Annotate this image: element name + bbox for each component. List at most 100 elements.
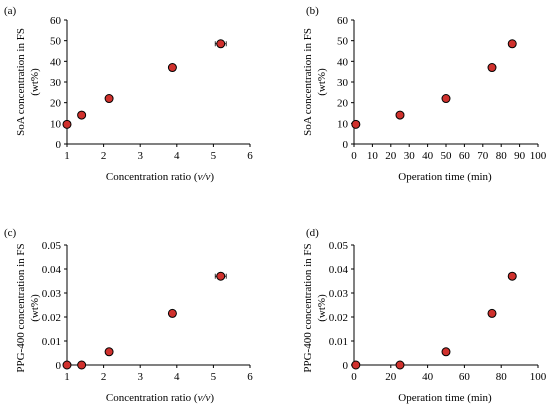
data-series xyxy=(351,39,517,129)
x-axis-label: Operation time (min) xyxy=(398,171,492,183)
y-tick-label: 0.04 xyxy=(42,264,62,276)
y-tick-label: 0.03 xyxy=(329,288,349,300)
axes: 0 10 20 30 40 50 60 70 80 90 100 0 10 20 30 40 50 60 xyxy=(337,15,547,162)
y-tick-label: 0.05 xyxy=(42,240,62,252)
y-axis-label: PPG-400 concentration in FS xyxy=(15,243,27,372)
x-tick-label: 3 xyxy=(137,150,143,162)
data-point xyxy=(216,271,226,281)
x-axis-label-close: ) xyxy=(210,392,214,404)
x-axis-label-text: Operation time (min) xyxy=(398,392,492,404)
y-tick-label: 0.02 xyxy=(42,312,61,324)
x-axis-label-text: Concentration ratio ( xyxy=(106,392,198,404)
y-tick-label: 30 xyxy=(50,77,62,89)
data-point xyxy=(77,360,87,370)
y-tick-label: 0.04 xyxy=(329,264,349,276)
data-point xyxy=(167,308,177,318)
y-tick-label: 20 xyxy=(50,98,62,110)
x-tick-label: 6 xyxy=(247,371,253,383)
data-point xyxy=(395,360,405,370)
x-tick-label: 2 xyxy=(101,371,107,383)
x-tick-label: 80 xyxy=(496,371,508,383)
x-axis-label-close: ) xyxy=(210,171,214,183)
x-axis-label-unit: v/v xyxy=(198,171,211,183)
data-series xyxy=(62,39,227,129)
data-point xyxy=(62,119,72,129)
x-tick-label: 4 xyxy=(174,150,180,162)
axes: 0 20 40 60 80 100 0 0.01 0.02 0.03 0.04 0.05 xyxy=(329,240,547,383)
x-tick-label: 1 xyxy=(64,150,70,162)
x-tick-label: 4 xyxy=(174,371,180,383)
y-tick-label: 0.02 xyxy=(329,312,348,324)
data-point xyxy=(167,63,177,73)
data-point xyxy=(487,308,497,318)
y-tick-label: 10 xyxy=(50,118,62,130)
y-tick-label: 30 xyxy=(337,77,349,89)
x-axis-label: Concentration ratio (v/v) xyxy=(106,171,214,183)
data-point xyxy=(104,347,114,357)
y-axis-label-unit: (wt%) xyxy=(29,294,41,322)
x-tick-label: 5 xyxy=(211,371,217,383)
y-tick-label: 20 xyxy=(337,98,349,110)
y-tick-label: 40 xyxy=(337,56,349,68)
data-point xyxy=(351,119,361,129)
x-tick-label: 80 xyxy=(496,150,508,162)
x-tick-label: 20 xyxy=(385,371,397,383)
y-axis-label-unit: (wt%) xyxy=(316,294,328,322)
data-point xyxy=(487,63,497,73)
y-tick-label: 0.01 xyxy=(329,336,348,348)
y-axis-label-unit: (wt%) xyxy=(29,68,41,96)
data-point xyxy=(441,94,451,104)
y-axis-label: PPG-400 concentration in FS xyxy=(302,243,314,372)
x-tick-label: 6 xyxy=(247,150,253,162)
y-tick-label: 0.01 xyxy=(42,336,61,348)
y-axis-label: SoA concentration in FS xyxy=(302,28,314,136)
x-tick-label: 0 xyxy=(351,150,357,162)
x-tick-label: 20 xyxy=(385,150,397,162)
panel-a: (a) SoA concentration in FS (wt%) 1 2 3 4 5 6… xyxy=(4,5,253,183)
data-series xyxy=(351,271,517,370)
x-tick-label: 50 xyxy=(441,150,453,162)
x-tick-label: 2 xyxy=(101,150,107,162)
data-point xyxy=(351,360,361,370)
y-tick-label: 0 xyxy=(343,360,349,372)
x-axis-label-text: Operation time (min) xyxy=(398,171,492,183)
data-series xyxy=(62,271,227,370)
x-tick-label: 40 xyxy=(422,371,434,383)
x-tick-label: 30 xyxy=(404,150,416,162)
data-point xyxy=(104,94,114,104)
y-tick-label: 0 xyxy=(56,139,62,151)
x-tick-label: 5 xyxy=(211,150,217,162)
y-axis-label: SoA concentration in FS xyxy=(15,28,27,136)
data-point xyxy=(62,360,72,370)
x-tick-label: 100 xyxy=(530,150,547,162)
y-tick-label: 60 xyxy=(337,15,349,27)
axes: 1 2 3 4 5 6 0 0.01 0.02 0.03 0.04 0.05 xyxy=(42,240,254,383)
panel-label: (c) xyxy=(4,227,17,239)
panel-d: (d) PPG-400 concentration in FS (wt%) 0 2… xyxy=(302,227,547,404)
panel-c: (c) PPG-400 concentration in FS (wt%) 1 2… xyxy=(4,227,253,404)
data-point xyxy=(441,347,451,357)
y-tick-label: 50 xyxy=(337,36,349,48)
panel-b: (b) SoA concentration in FS (wt%) 0 10 20 3… xyxy=(302,5,547,183)
y-axis-label-unit: (wt%) xyxy=(316,68,328,96)
y-tick-label: 0.03 xyxy=(42,288,62,300)
y-tick-label: 0 xyxy=(56,360,62,372)
panel-label: (b) xyxy=(306,5,319,17)
x-tick-label: 40 xyxy=(422,150,434,162)
y-tick-label: 0 xyxy=(343,139,349,151)
x-tick-label: 0 xyxy=(351,371,357,383)
x-axis-label: Operation time (min) xyxy=(398,392,492,404)
panel-label: (d) xyxy=(306,227,319,239)
data-point xyxy=(216,39,226,49)
x-tick-label: 10 xyxy=(367,150,379,162)
x-tick-label: 70 xyxy=(477,150,489,162)
panel-label: (a) xyxy=(4,5,17,17)
x-tick-label: 90 xyxy=(514,150,526,162)
data-point xyxy=(77,110,87,120)
x-tick-label: 100 xyxy=(530,371,547,383)
y-tick-label: 10 xyxy=(337,118,349,130)
x-tick-label: 3 xyxy=(137,371,143,383)
